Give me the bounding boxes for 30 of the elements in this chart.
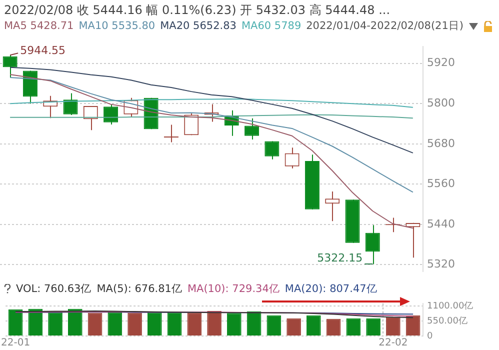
text: 5535.80 — [110, 20, 156, 32]
text: 5428.71 — [29, 20, 74, 32]
y-tick-label: 0 — [427, 331, 433, 342]
text: MA5 — [4, 20, 27, 32]
series-label: MA(20): — [284, 283, 326, 295]
annotation: 5322.15 — [317, 251, 363, 264]
series-label: MA(5): — [96, 283, 132, 295]
y-tick-label: 550.00亿 — [427, 315, 468, 326]
x-tick-label: 22-02 — [378, 338, 408, 349]
text: 729.34亿 — [231, 283, 280, 295]
x-tick-label: 22-01 — [1, 338, 30, 349]
y-tick-label: 5560 — [427, 177, 455, 190]
series-label: MA(10): — [187, 283, 229, 295]
chart-title: 2022/02/08 收 5444.16 幅 0.11%(6.23) 开 5432.03 高 5444.48 ... — [4, 2, 390, 19]
text: 807.47亿 — [328, 283, 378, 295]
y-tick-label: 5800 — [427, 96, 455, 110]
text: MA20 — [160, 20, 190, 32]
annotation: 5944.55 — [20, 44, 66, 57]
text: 5789 — [273, 20, 302, 32]
y-tick-label: 5320 — [427, 258, 455, 271]
text: MA10 — [78, 20, 108, 32]
text: 5652.83 — [192, 20, 236, 32]
text: VOL: 760.63亿 — [16, 282, 92, 296]
y-tick-label: 5680 — [427, 136, 455, 150]
y-tick-label: 1100.00亿 — [427, 300, 474, 312]
text: MA60 — [241, 20, 272, 32]
y-tick-label: 5440 — [427, 217, 455, 230]
y-tick-label: 5920 — [427, 56, 455, 70]
chart-subtitle: 2022/01/04-2022/02/08(21日) — [306, 19, 464, 33]
text: 676.81亿 — [134, 283, 182, 295]
